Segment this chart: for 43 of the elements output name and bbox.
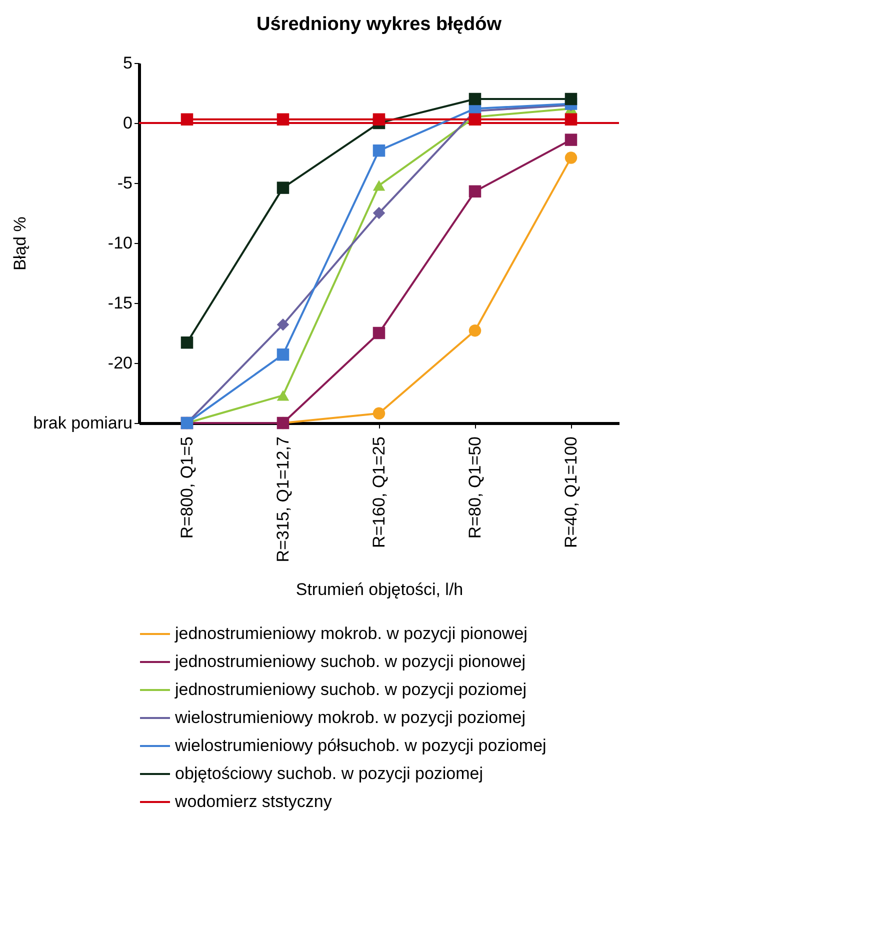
point <box>564 113 578 126</box>
y-tick-label: 0 <box>123 114 132 132</box>
point <box>180 336 194 349</box>
point <box>180 113 194 126</box>
x-tick-label: R=800, Q1=5 <box>178 436 196 539</box>
y-tick-label: -10 <box>108 234 132 252</box>
point <box>564 134 578 146</box>
point <box>468 185 482 198</box>
point <box>276 113 290 126</box>
x-tick-label: R=315, Q1=12,7 <box>274 436 292 562</box>
point <box>372 206 386 220</box>
point <box>468 113 482 126</box>
point <box>564 92 578 106</box>
point <box>372 407 386 420</box>
x-tick-label: R=160, Q1=25 <box>370 436 388 548</box>
chart-title: Uśredniony wykres błędów <box>256 14 502 35</box>
point <box>276 182 290 194</box>
x-tick-label: R=80, Q1=50 <box>466 436 484 539</box>
point <box>372 144 386 157</box>
y-tick-label: -20 <box>108 354 132 372</box>
y-axis-title: Błąd % <box>10 216 30 270</box>
legend-label: wielostrumieniowy półsuchob. w pozycji poziomej <box>174 736 546 755</box>
legend-label: jednostrumieniowy suchob. w pozycji pionowej <box>174 652 526 671</box>
point <box>276 348 290 361</box>
point <box>276 390 290 401</box>
legend-label: jednostrumieniowy mokrob. w pozycji pionowej <box>174 624 528 643</box>
legend-label: jednostrumieniowy suchob. w pozycji poziomej <box>174 680 526 699</box>
y-tick-label: 5 <box>123 54 132 72</box>
point <box>468 324 482 337</box>
y-tick-label: -5 <box>117 174 132 192</box>
legend-label: wielostrumieniowy mokrob. w pozycji poziomej <box>174 708 526 727</box>
legend-label: objętościowy suchob. w pozycji poziomej <box>175 764 484 783</box>
y-tick-label: -15 <box>108 294 132 312</box>
point <box>372 113 386 126</box>
point <box>468 92 482 106</box>
point <box>372 180 386 191</box>
point <box>564 152 578 164</box>
legend-label: wodomierz ststyczny <box>174 792 332 811</box>
x-axis-title: Strumień objętości, l/h <box>296 580 464 600</box>
y-tick-label: brak pomiaru <box>33 414 132 432</box>
point <box>372 326 386 340</box>
x-tick-label: R=40, Q1=100 <box>562 436 580 548</box>
point <box>276 318 290 331</box>
